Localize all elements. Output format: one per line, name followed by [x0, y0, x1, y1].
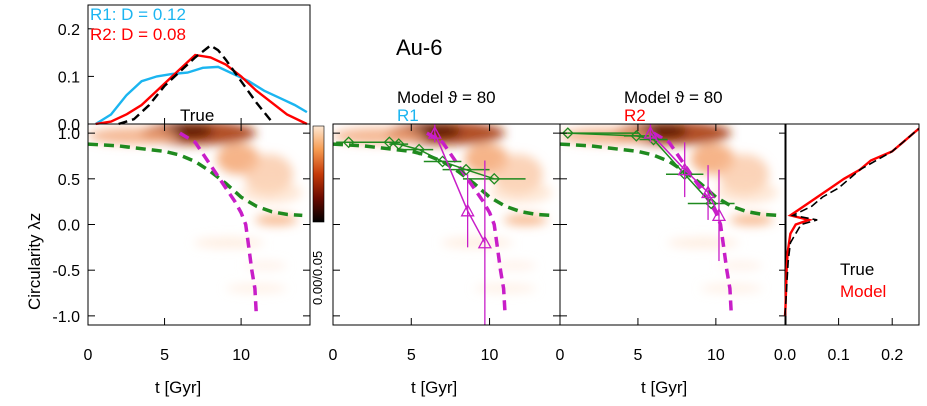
circularity-panel-1: 0 5 10 1.0 0.5 0.0 -0.5 -1.0 True: [52, 106, 311, 364]
green-diamond-point: [342, 136, 355, 149]
right-panel: True Model 0.0 0.1 0.2: [774, 123, 920, 364]
right-x-tick-label: 0.0: [774, 347, 796, 364]
y-tick-label: -1.0: [52, 309, 80, 326]
x-tick-label: 0: [329, 347, 338, 364]
panel-lines: [560, 124, 779, 316]
legend-r1: R1: D = 0.12: [90, 5, 186, 24]
right-legend-model: Model: [840, 282, 886, 301]
density-blob: [560, 127, 654, 145]
model-title: Model ϑ = 80: [397, 88, 496, 107]
green-dashed-curve: [560, 142, 779, 218]
density-blob: [718, 261, 763, 271]
density-blob: [88, 127, 180, 145]
magenta-triangle-point: [700, 185, 716, 199]
green-diamond-point: [383, 136, 396, 149]
density-blob: [254, 214, 298, 226]
magenta-triangle-point: [477, 235, 492, 249]
magenta-triangle-point: [460, 203, 475, 217]
green-diamond-point: [561, 127, 574, 140]
colorbar: 0.00/0.05: [310, 125, 325, 305]
density-blob: [729, 214, 774, 226]
top-panel: 0.0 0.1 0.2 R1: D = 0.12 R2: D = 0.08: [58, 4, 311, 134]
density-map: [560, 124, 779, 294]
panel-label: R1: [397, 106, 419, 125]
x-tick-label: 0: [556, 347, 565, 364]
panel-label: R2: [624, 106, 646, 125]
green-diamond-point: [460, 163, 472, 176]
x-axis-label-1: t [Gyr]: [155, 378, 201, 397]
right-legend-true: True: [840, 260, 874, 279]
x-tick-label: 10: [232, 347, 250, 364]
right-series-line-true: [784, 127, 920, 316]
colorbar-gradient: [312, 125, 325, 223]
top-series-line-true: [118, 44, 273, 126]
density-blob: [489, 181, 553, 204]
top-series-line-r1: [95, 65, 308, 126]
x-tick-label: 10: [707, 347, 725, 364]
density-blob: [193, 237, 265, 249]
panel-lines: [88, 131, 303, 316]
green-diamond-point: [413, 143, 426, 156]
top-series-line-r2: [95, 53, 308, 126]
top-panel-axis: 0.0 0.1 0.2: [58, 22, 242, 134]
magenta-triangle-point: [643, 125, 658, 139]
top-y-tick-label: 0.0: [58, 117, 80, 134]
density-blob: [333, 127, 427, 145]
density-blob: [441, 237, 514, 249]
legend-r2: R2: D = 0.08: [90, 25, 186, 44]
right-x-tick-label: 0.1: [827, 347, 849, 364]
density-blob: [715, 181, 779, 204]
y-tick-label: 0.5: [58, 172, 80, 189]
x-tick-label: 5: [407, 347, 416, 364]
panel-label: True: [180, 106, 214, 125]
x-tick-label: 5: [633, 347, 642, 364]
magenta-triangle-point: [677, 162, 692, 176]
x-tick-label: 10: [481, 347, 499, 364]
magenta-model-line: [649, 132, 720, 216]
density-blob: [503, 214, 548, 226]
density-blob: [244, 261, 288, 271]
x-axis-label-2: t [Gyr]: [411, 378, 457, 397]
y-axis-label: Circularity λz: [25, 213, 44, 310]
density-blob: [241, 181, 303, 204]
right-x-tick-label: 0.2: [881, 347, 903, 364]
top-y-tick-label: 0.1: [58, 69, 80, 86]
y-tick-label: 1.0: [58, 126, 80, 143]
density-blob: [492, 261, 537, 271]
magenta-triangle-point: [427, 125, 442, 139]
colorbar-label: 0.00/0.05: [310, 251, 325, 305]
green-dashed-curve: [333, 142, 553, 218]
figure-title: Au-6: [396, 35, 442, 60]
y-tick-label: 0.0: [58, 218, 80, 235]
green-diamond-point: [630, 129, 643, 142]
green-diamond-point: [392, 138, 405, 151]
x-tick-label: 5: [160, 347, 169, 364]
right-panel-frame: [784, 123, 920, 326]
density-blob: [667, 237, 740, 249]
top-y-tick-label: 0.2: [58, 22, 80, 39]
y-tick-label: -0.5: [52, 263, 80, 280]
magenta-dashed-curve: [426, 131, 507, 317]
magenta-triangle-point: [711, 208, 727, 222]
top-panel-series: [95, 44, 308, 126]
panel-lines: [333, 124, 553, 325]
x-tick-label: 0: [84, 347, 93, 364]
model-title: Model ϑ = 80: [624, 88, 723, 107]
green-dashed-curve: [88, 142, 303, 218]
magenta-dashed-curve: [652, 131, 734, 316]
green-diamond-point: [488, 172, 501, 185]
density-map: [88, 124, 303, 294]
x-axis-label-3: t [Gyr]: [641, 378, 687, 397]
magenta-dashed-curve: [178, 131, 259, 316]
